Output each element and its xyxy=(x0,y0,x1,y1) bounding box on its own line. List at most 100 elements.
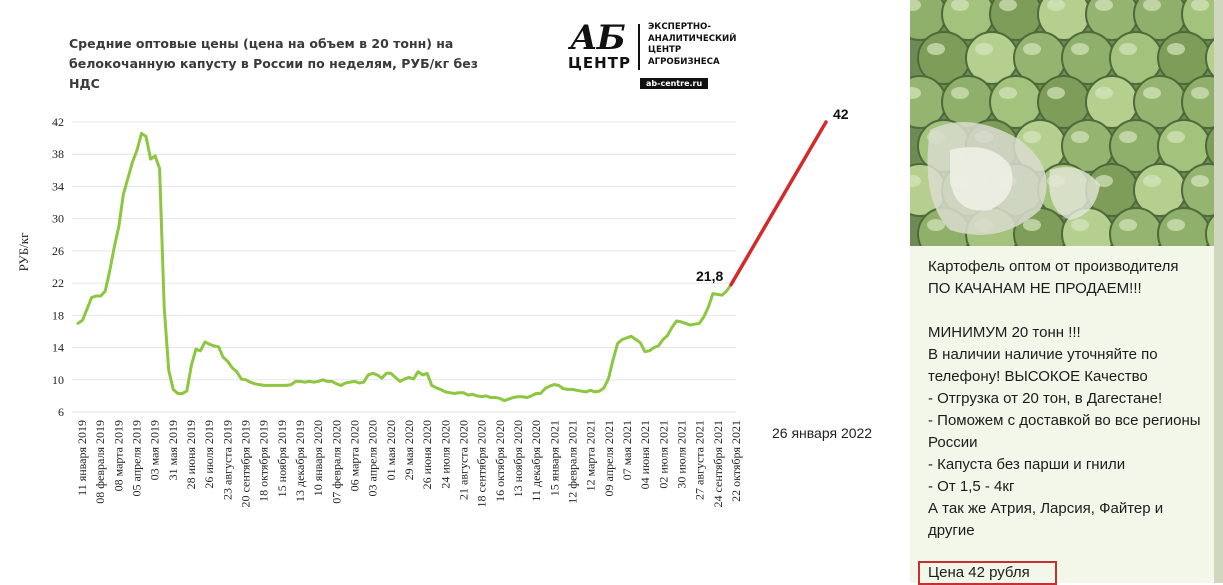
cabbage-highlight xyxy=(1095,175,1113,187)
cabbage-highlight xyxy=(1143,175,1161,187)
x-tick-label: 11 декабря 2020 xyxy=(529,420,543,502)
x-tick-label: 07 февраля 2020 xyxy=(329,420,343,504)
x-tick-label: 03 мая 2019 xyxy=(148,420,162,480)
x-tick-label: 24 июля 2020 xyxy=(438,420,452,489)
logo-divider xyxy=(638,24,640,70)
x-tick-label: 31 мая 2019 xyxy=(166,420,180,480)
cabbage-head xyxy=(1205,213,1214,246)
annotation-target-price: 42 xyxy=(833,106,849,122)
x-tick-label: 15 ноября 2019 xyxy=(275,420,289,497)
x-tick-label: 09 апреля 2021 xyxy=(602,420,616,496)
x-tick-label: 08 февраля 2019 xyxy=(93,420,107,504)
cabbage-highlight xyxy=(1023,219,1041,231)
cabbage-highlight xyxy=(999,0,1017,11)
message-bubble xyxy=(910,246,1214,583)
logo-caption-line: ЦЕНТР xyxy=(648,45,682,55)
series-line-extrapolation xyxy=(729,120,828,287)
cabbage-highlight xyxy=(910,87,921,99)
cabbage-highlight xyxy=(1047,0,1065,11)
x-tick-label: 08 марта 2019 xyxy=(111,420,125,491)
cabbage-highlight xyxy=(1095,0,1113,11)
x-tick-label: 15 января 2021 xyxy=(547,420,561,496)
x-tick-label: 18 октября 2019 xyxy=(257,420,271,502)
y-tick-label: 42 xyxy=(52,115,64,129)
logo-caption-line: АГРОБИЗНЕСА xyxy=(648,56,720,67)
cabbage-highlight xyxy=(927,43,945,55)
chart-grid xyxy=(72,121,736,413)
logo-caption-line: ЭКСПЕРТНО- xyxy=(648,22,711,32)
cabbage-highlight xyxy=(975,43,993,55)
cabbage-highlight xyxy=(1167,219,1185,231)
y-tick-label: 18 xyxy=(52,308,64,322)
cabbage-highlight xyxy=(1047,87,1065,99)
x-tick-label: 21 августа 2020 xyxy=(457,420,471,500)
x-tick-label: 03 апреля 2020 xyxy=(366,420,380,496)
y-tick-label: 6 xyxy=(58,405,64,419)
x-tick-label: 11 января 2019 xyxy=(75,420,89,496)
cabbage-highlight xyxy=(1023,131,1041,143)
x-tick-label: 07 мая 2021 xyxy=(620,420,634,480)
y-tick-label: 26 xyxy=(52,244,64,258)
y-tick-label: 38 xyxy=(52,147,64,161)
cabbage-highlight xyxy=(1071,43,1089,55)
cabbage-highlight xyxy=(1119,219,1137,231)
x-tick-label: 24 сентября 2021 xyxy=(711,420,725,507)
cabbage-highlight xyxy=(1119,131,1137,143)
x-tick-label: 28 июня 2019 xyxy=(184,420,198,489)
cabbage-highlight xyxy=(1119,43,1137,55)
cabbage-highlight xyxy=(1167,131,1185,143)
cabbage-photo[interactable] xyxy=(910,0,1214,246)
message-text: Картофель оптом от производителя ПО КАЧА… xyxy=(928,258,1201,539)
cabbage-photo-drawing xyxy=(910,0,1214,246)
cabbage-highlight xyxy=(951,87,969,99)
x-tick-label: 06 марта 2020 xyxy=(348,420,362,491)
ab-centre-logo: АБ ЦЕНТР ЭКСПЕРТНО- АНАЛИТИЧЕСКИЙ ЦЕНТР … xyxy=(568,18,768,94)
cabbage-highlight xyxy=(1167,43,1185,55)
y-tick-label: 30 xyxy=(52,212,64,226)
y-axis-label: РУБ/кг xyxy=(16,233,31,272)
cabbage-highlight xyxy=(951,0,969,11)
x-tick-label: 16 октября 2020 xyxy=(493,420,507,502)
cabbage-highlight xyxy=(1191,0,1209,11)
logo-ab-mark: АБ xyxy=(570,18,626,58)
x-tick-label: 30 июля 2021 xyxy=(675,420,689,489)
y-tick-label: 14 xyxy=(52,341,64,355)
x-tick-label: 22 октября 2021 xyxy=(729,420,743,502)
cabbage-highlight xyxy=(1191,175,1209,187)
logo-url: ab-centre.ru xyxy=(640,78,709,89)
x-tick-label: 26 июня 2020 xyxy=(420,420,434,489)
x-tick-label: 18 сентября 2020 xyxy=(475,420,489,507)
x-tick-label: 29 мая 2020 xyxy=(402,420,416,480)
chart-title: Средние оптовые цены (цена на объем в 20… xyxy=(69,36,479,91)
x-tick-label: 12 марта 2021 xyxy=(584,420,598,491)
x-tick-label: 23 августа 2019 xyxy=(220,420,234,500)
x-tick-label: 27 августа 2021 xyxy=(693,420,707,500)
cabbage-head xyxy=(1181,0,1214,41)
x-tick-label: 04 июня 2021 xyxy=(638,420,652,489)
x-tick-labels: 11 января 2019 08 февраля 2019 08 марта 20… xyxy=(75,420,743,507)
cabbage-highlight xyxy=(1071,219,1089,231)
cabbage-head xyxy=(1205,37,1214,79)
cabbage-highlight xyxy=(999,87,1017,99)
annotation-current-price: 21,8 xyxy=(696,268,723,284)
price-text: Цена 42 рубля xyxy=(928,564,1030,581)
cabbage-highlight xyxy=(1095,87,1113,99)
cabbage-highlight xyxy=(910,175,921,187)
y-tick-labels: 42 38 34 30 26 22 18 14 10 6 xyxy=(52,115,64,419)
x-tick-label: 26 июля 2019 xyxy=(202,420,216,489)
bubble-edge xyxy=(1214,0,1223,583)
logo-centr-word: ЦЕНТР xyxy=(568,54,631,72)
x-tick-label: 10 января 2020 xyxy=(311,420,325,496)
x-tick-label: 13 декабря 2019 xyxy=(293,420,307,502)
message-date: 26 января 2022 xyxy=(772,425,873,441)
cabbage-highlight xyxy=(927,219,945,231)
cabbage-highlight xyxy=(1143,87,1161,99)
series-line-main xyxy=(76,131,733,403)
cabbage-highlight xyxy=(910,0,921,11)
cabbage-highlight xyxy=(1023,43,1041,55)
x-tick-label: 13 ноября 2020 xyxy=(511,420,525,497)
y-tick-label: 10 xyxy=(52,373,64,387)
x-tick-label: 12 февраля 2021 xyxy=(566,420,580,504)
x-tick-label: 02 июля 2021 xyxy=(656,420,670,489)
price-chart: 42 38 34 30 26 22 18 14 10 6 11 января 2019 08 фев… xyxy=(16,106,849,507)
